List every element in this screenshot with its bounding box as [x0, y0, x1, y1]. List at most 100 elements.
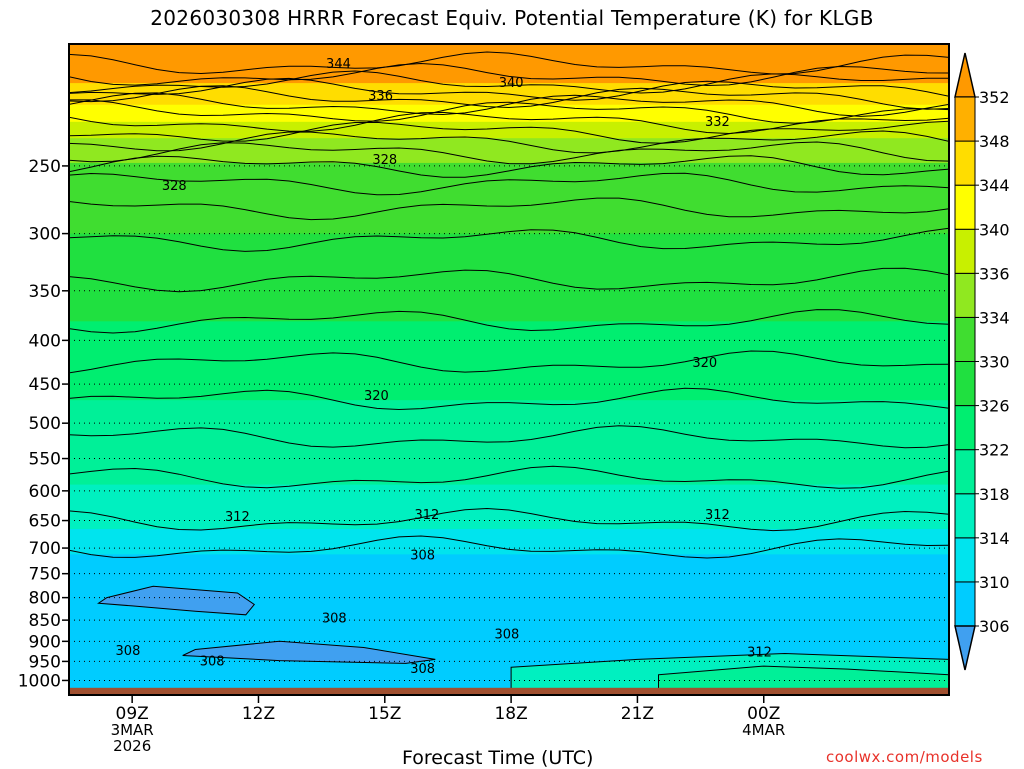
y-tick-label: 800 — [29, 589, 61, 609]
contour-label: 320 — [364, 389, 389, 404]
contour-label: 332 — [705, 115, 730, 130]
contour-line — [69, 155, 949, 178]
contour-line — [69, 425, 949, 449]
x-tick-date-label: 2026 — [113, 737, 151, 755]
contour-label: 308 — [200, 654, 225, 669]
contour-label: 308 — [494, 627, 519, 642]
colorbar-swatch — [954, 140, 976, 186]
colorbar-label: 326 — [979, 397, 1010, 416]
moist-pocket — [182, 640, 436, 664]
y-tick-label: 850 — [29, 611, 61, 631]
colorbar-swatch — [954, 184, 976, 230]
contour-line — [69, 130, 949, 154]
contour-label: 320 — [692, 356, 717, 371]
colorbar-label: 352 — [979, 88, 1010, 107]
y-tick-label: 750 — [29, 565, 61, 585]
contour-label: 308 — [322, 611, 347, 626]
colorbar-swatch — [954, 361, 976, 407]
ground-band — [69, 687, 949, 695]
contour-label: 308 — [116, 644, 141, 659]
contour-line — [69, 141, 949, 165]
y-tick-label: 600 — [29, 482, 61, 502]
contour-line — [69, 120, 949, 144]
contour-line — [69, 197, 949, 221]
plot-area: 344 340 336 332 328 328 320 320 312 312 312 308 308 3… — [69, 44, 949, 695]
x-tick-label: 09Z — [116, 704, 149, 724]
colorbar-swatch — [954, 316, 976, 362]
colorbar-label: 336 — [979, 264, 1010, 283]
y-tick-label: 350 — [29, 282, 61, 302]
contour-line — [69, 387, 949, 411]
contour-line — [69, 267, 949, 293]
y-tick-label: 500 — [29, 414, 61, 434]
colorbar-swatch — [954, 581, 976, 627]
x-tick-label: 12Z — [242, 704, 275, 724]
contour-line — [69, 172, 949, 196]
contour-label: 312 — [747, 646, 772, 661]
colorbar-swatch — [954, 405, 976, 451]
y-tick-label: 900 — [29, 632, 61, 652]
contour-label: 328 — [162, 179, 187, 194]
contour-line — [69, 309, 949, 334]
x-tick-date-label: 3MAR — [111, 721, 154, 739]
contour-line — [69, 350, 949, 374]
colorbar-label: 340 — [979, 220, 1010, 239]
colorbar-label: 306 — [979, 617, 1010, 636]
contour-label: 308 — [410, 548, 435, 563]
colorbar-label: 334 — [979, 308, 1010, 327]
colorbar-over-triangle — [954, 52, 976, 98]
colorbar-swatch — [954, 96, 976, 142]
contour-label: 340 — [499, 76, 524, 91]
plot-frame — [68, 43, 950, 696]
y-tick-label: 300 — [29, 225, 61, 245]
contour-label: 308 — [410, 662, 435, 677]
colorbar-label: 344 — [979, 176, 1010, 195]
contour-line — [69, 535, 949, 559]
colorbar-swatch — [954, 272, 976, 318]
x-tick-date-label: 4MAR — [742, 721, 785, 739]
moist-pocket — [97, 585, 256, 616]
colorbar-label: 318 — [979, 485, 1010, 504]
contour-line — [69, 227, 949, 252]
colorbar-under-triangle — [954, 625, 976, 671]
y-tick-label: 550 — [29, 450, 61, 470]
contour-label: 344 — [326, 57, 351, 72]
colorbar-swatch — [954, 228, 976, 274]
contour-line — [69, 77, 949, 101]
contour-line — [69, 51, 949, 75]
contour-line — [69, 465, 949, 489]
y-tick-label: 950 — [29, 652, 61, 672]
contour-line — [69, 92, 949, 117]
contour-label: 312 — [705, 508, 730, 523]
credit-text[interactable]: coolwx.com/models — [826, 748, 983, 766]
y-tick-label: 650 — [29, 512, 61, 532]
contour-line — [69, 507, 949, 532]
contour-label: 328 — [372, 153, 397, 168]
colorbar-label: 310 — [979, 573, 1010, 592]
contour-label: 336 — [368, 89, 393, 104]
surface-pocket — [658, 665, 949, 695]
x-tick-label: 00Z — [747, 704, 780, 724]
contour-label: 312 — [225, 510, 250, 525]
chart-title: 2026030308 HRRR Forecast Equiv. Potentia… — [150, 6, 874, 30]
contour-line — [69, 85, 949, 110]
y-tick-label: 700 — [29, 539, 61, 559]
colorbar-label: 314 — [979, 529, 1010, 548]
y-tick-label: 250 — [29, 157, 61, 177]
contour-line — [69, 70, 949, 94]
x-tick-label: 21Z — [621, 704, 654, 724]
contour-line — [69, 111, 949, 135]
colorbar-swatch — [954, 537, 976, 583]
colorbar-label: 322 — [979, 441, 1010, 460]
y-tick-label: 1000 — [18, 671, 61, 691]
x-axis-label: Forecast Time (UTC) — [402, 747, 594, 769]
colorbar-label: 330 — [979, 353, 1010, 372]
contour-label: 312 — [414, 508, 439, 523]
colorbar-swatch — [954, 449, 976, 495]
y-tick-label: 400 — [29, 331, 61, 351]
colorbar-swatch — [954, 493, 976, 539]
y-tick-label: 450 — [29, 375, 61, 395]
x-tick-label: 15Z — [368, 704, 401, 724]
colorbar-label: 348 — [979, 132, 1010, 151]
